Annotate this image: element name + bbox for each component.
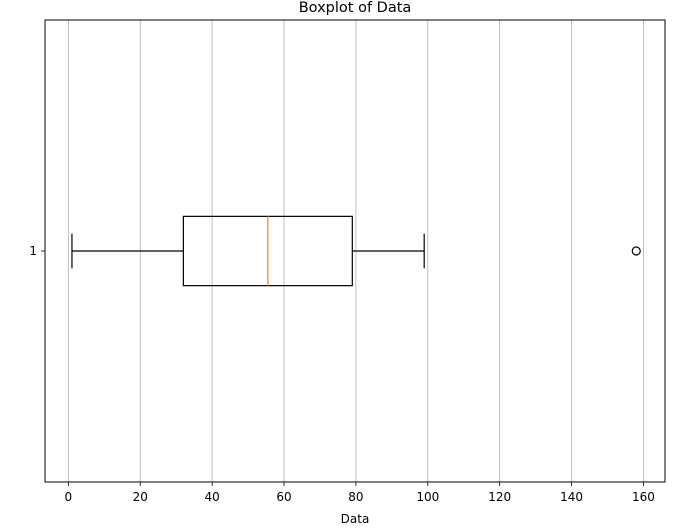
outlier-point [631,246,641,256]
boxplot-layer [71,215,641,287]
x-tick-label: 0 [65,490,73,504]
x-tick-label: 140 [560,490,583,504]
x-tick-label: 100 [416,490,439,504]
x-tick-label: 60 [276,490,291,504]
x-tick-label: 80 [348,490,363,504]
chart-title: Boxplot of Data [299,0,412,16]
y-tick-label: 1 [29,244,37,258]
x-tick-label: 160 [632,490,655,504]
x-tick-label: 40 [204,490,219,504]
x-tick-label: 20 [133,490,148,504]
x-tick-label: 120 [488,490,511,504]
axis-ticks: 0 20 40 60 80 100 120 140 160 1 [29,244,655,504]
x-axis-label: Data [341,512,370,526]
